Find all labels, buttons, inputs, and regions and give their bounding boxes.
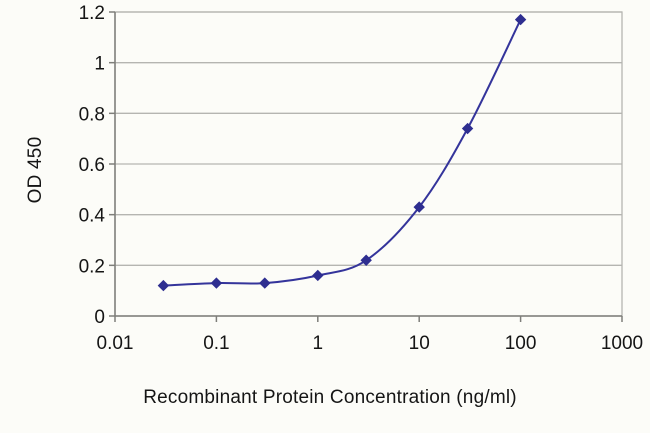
x-tick-label: 100 bbox=[505, 333, 537, 354]
x-tick-label: 10 bbox=[409, 333, 430, 354]
y-axis-title: OD 450 bbox=[25, 136, 46, 204]
x-tick-label: 0.01 bbox=[97, 333, 134, 354]
y-tick-label: 0.2 bbox=[79, 256, 105, 277]
data-point-marker bbox=[312, 269, 324, 282]
x-axis-title: Recombinant Protein Concentration (ng/ml… bbox=[143, 387, 517, 408]
x-tick-label: 1000 bbox=[601, 333, 643, 354]
data-point-marker bbox=[413, 201, 425, 213]
data-point-marker bbox=[514, 13, 527, 26]
y-tick-label: 0.4 bbox=[79, 206, 106, 227]
data-point-marker bbox=[461, 122, 474, 135]
data-point-marker bbox=[360, 254, 372, 266]
data-point-marker bbox=[210, 277, 223, 289]
x-tick-label: 1 bbox=[313, 333, 324, 354]
y-tick-label: 0.6 bbox=[79, 155, 105, 176]
y-tick-label: 0.8 bbox=[79, 104, 105, 125]
data-point-marker bbox=[157, 279, 170, 292]
y-tick-label: 1.2 bbox=[79, 3, 105, 24]
y-tick-label: 1 bbox=[94, 54, 105, 75]
data-point-marker bbox=[259, 277, 271, 289]
x-tick-label: 0.1 bbox=[203, 333, 229, 354]
y-tick-label: 0 bbox=[94, 307, 105, 328]
